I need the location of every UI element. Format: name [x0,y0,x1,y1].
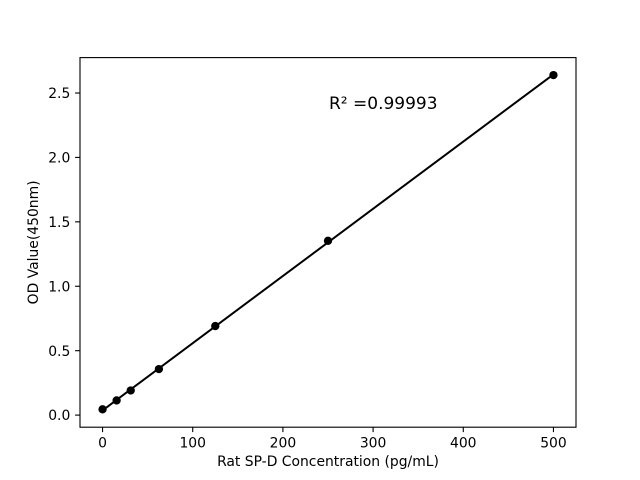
axes-spines [79,57,577,428]
y-tick-label: 2.0 [48,151,70,167]
x-axis-label: Rat SP-D Concentration (pg/mL) [217,454,439,470]
y-axis-label: OD Value(450nm) [26,180,42,304]
x-tick-label: 300 [360,435,387,451]
x-tick-label: 400 [450,435,477,451]
data-point [126,386,135,395]
data-point [549,70,558,80]
data-point [112,396,121,405]
y-tick-label: 0.0 [48,408,70,424]
y-tick-label: 1.0 [48,279,70,295]
data-point [323,236,333,245]
data-point [154,364,164,374]
x-tick-label: 0 [98,435,107,451]
x-tick-label: 100 [179,435,206,451]
x-tick-label: 200 [270,435,297,451]
y-tick-label: 2.5 [48,86,70,102]
x-tick-label: 500 [540,435,567,451]
data-point [98,405,107,414]
data-point [211,321,220,331]
y-tick-label: 0.5 [48,344,70,360]
y-tick-label: 1.5 [48,215,70,231]
r-squared-annotation: R² =0.99993 [329,94,438,114]
